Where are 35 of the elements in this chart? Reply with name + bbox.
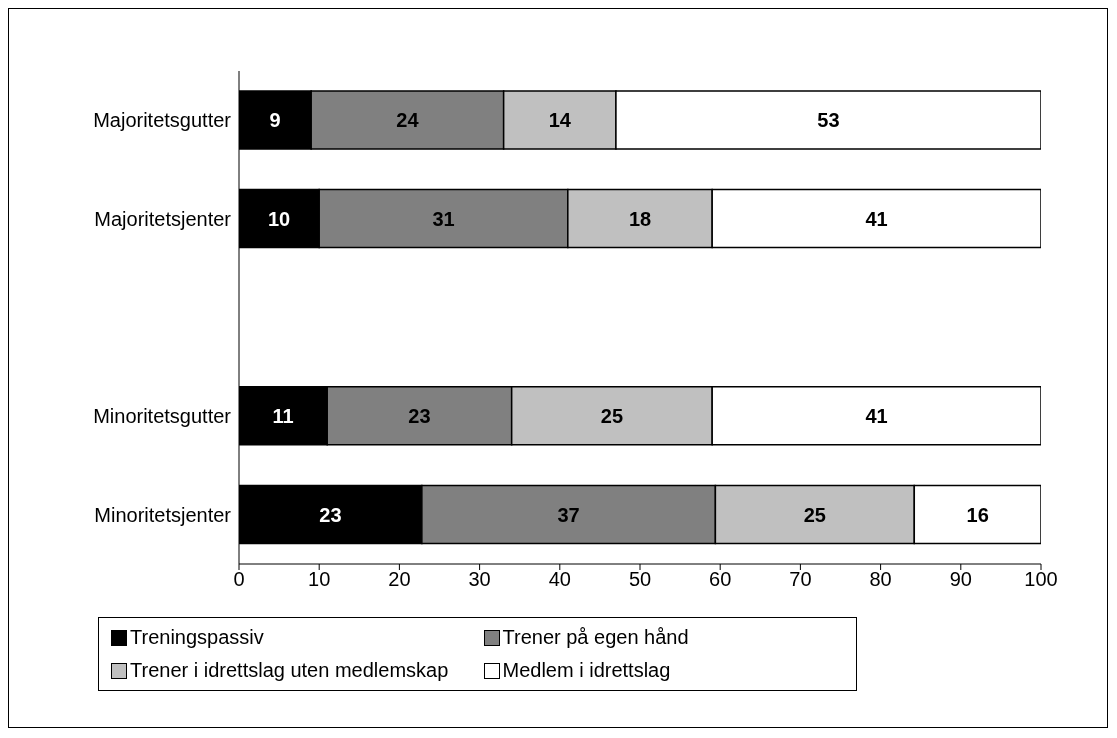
x-tick-label: 40 [548, 568, 571, 591]
data-label: 31 [432, 207, 455, 230]
x-tick-label: 20 [388, 568, 411, 591]
x-tick-label: 70 [789, 568, 812, 591]
x-tick-label: 90 [949, 568, 972, 591]
y-tick-label: Majoritetsjenter [94, 208, 232, 230]
data-label: 24 [396, 109, 420, 132]
data-label: 25 [600, 404, 624, 427]
y-tick-label: Minoritetsjenter [94, 503, 232, 526]
data-label: 11 [272, 404, 294, 427]
legend-label: Treningspassiv [130, 626, 264, 649]
data-label: 10 [267, 207, 291, 230]
data-label: 23 [408, 404, 431, 427]
legend-label: Trener i idrettslag uten medlemskap [130, 659, 449, 682]
x-tick-label: 100 [1024, 568, 1058, 591]
legend-label: Trener på egen hånd [502, 626, 689, 649]
x-tick-label: 0 [233, 568, 245, 591]
data-label: 53 [817, 109, 840, 132]
x-tick-label: 80 [869, 568, 892, 591]
x-tick-label: 30 [468, 568, 491, 591]
data-label: 41 [865, 207, 888, 230]
data-label: 16 [966, 503, 989, 526]
x-tick-label: 10 [308, 568, 331, 591]
legend-label: Medlem i idrettslag [502, 659, 671, 682]
data-label: 37 [557, 503, 580, 526]
data-label: 23 [319, 503, 342, 526]
data-label: 18 [628, 207, 652, 230]
data-label: 41 [865, 404, 888, 427]
data-label: 9 [269, 109, 281, 132]
x-tick-label: 60 [709, 568, 732, 591]
y-tick-label: Majoritetsgutter [93, 109, 232, 132]
data-label: 25 [803, 503, 826, 526]
y-tick-label: Minoritetsgutter [93, 405, 232, 428]
x-tick-label: 50 [628, 568, 652, 591]
data-label: 14 [548, 109, 572, 132]
